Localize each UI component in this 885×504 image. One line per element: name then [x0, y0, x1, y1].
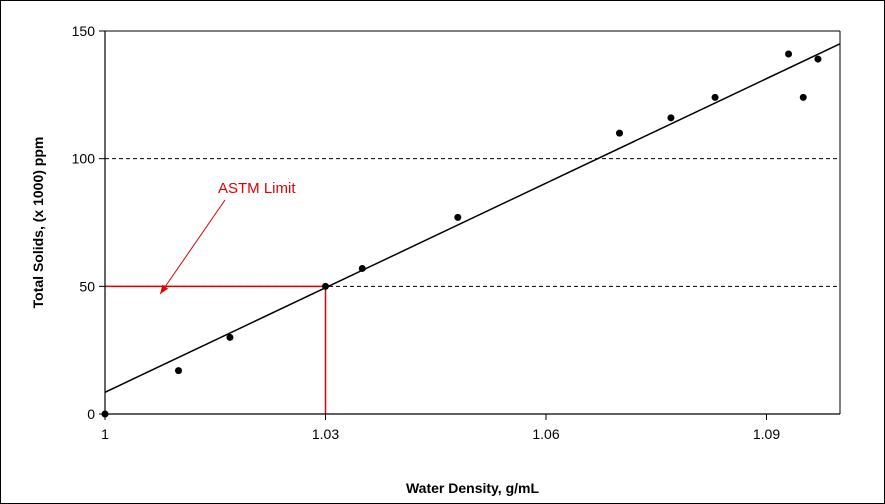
data-point: [785, 50, 793, 58]
data-point: [799, 93, 807, 101]
data-point: [322, 282, 329, 290]
y-tick-label: 50: [79, 278, 95, 294]
annotation-arrowhead: [160, 284, 169, 294]
data-point: [616, 129, 623, 137]
data-point: [711, 93, 719, 101]
data-point: [454, 213, 462, 221]
x-tick-label: 1: [101, 426, 109, 442]
data-point: [358, 264, 366, 272]
trendline-layer: [104, 43, 841, 393]
data-point: [814, 55, 822, 63]
data-point: [101, 410, 109, 418]
x-axis-title: Water Density, g/mL: [406, 480, 539, 496]
y-tick-label: 0: [87, 406, 95, 422]
data-point: [667, 114, 675, 122]
reference-lines: [105, 285, 327, 414]
y-axis-title: Total Solids, (x 1000) ppm: [30, 137, 46, 309]
y-tick-label: 150: [72, 23, 96, 39]
x-tick-label: 1.03: [312, 426, 339, 442]
x-tick-label: 1.09: [753, 426, 780, 442]
trendline: [104, 43, 841, 393]
x-tick-label: 1.06: [532, 426, 559, 442]
y-tick-label: 100: [72, 151, 96, 167]
data-point: [175, 367, 182, 375]
annotation-layer: ASTM Limit: [159, 180, 296, 295]
annotation-arrow-line: [159, 199, 226, 295]
annotation-label: ASTM Limit: [218, 180, 296, 197]
data-point: [226, 333, 234, 341]
data-points: [101, 50, 822, 418]
